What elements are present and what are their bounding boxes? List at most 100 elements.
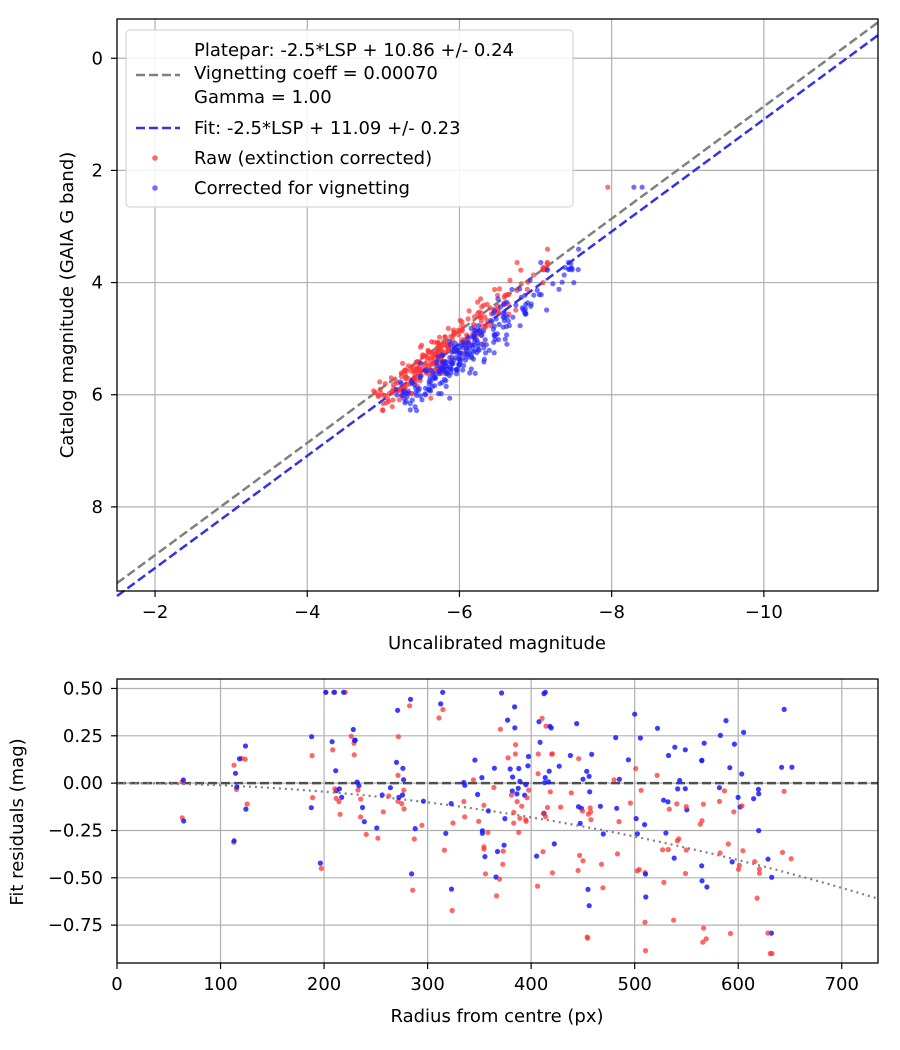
raw-point bbox=[425, 354, 431, 361]
raw-point bbox=[411, 367, 417, 373]
corrected-point bbox=[475, 322, 481, 329]
raw-point bbox=[442, 334, 448, 340]
top-y-tick-label: 8 bbox=[92, 497, 103, 518]
residual-corrected-point bbox=[741, 729, 747, 736]
residual-raw-point bbox=[665, 846, 671, 853]
corrected-point bbox=[550, 281, 556, 287]
residual-corrected-point bbox=[396, 794, 402, 801]
raw-point bbox=[445, 347, 451, 353]
residual-corrected-point bbox=[717, 732, 724, 739]
residual-raw-point bbox=[505, 755, 511, 761]
raw-point bbox=[540, 280, 546, 286]
corrected-point bbox=[417, 393, 424, 399]
bottom-x-tick-label: 700 bbox=[825, 974, 859, 995]
corrected-point bbox=[452, 344, 458, 350]
residual-corrected-point bbox=[448, 801, 454, 807]
raw-point bbox=[375, 392, 381, 398]
raw-point bbox=[389, 404, 395, 410]
residual-corrected-point bbox=[448, 886, 455, 892]
residual-corrected-point bbox=[438, 701, 444, 707]
raw-point bbox=[496, 309, 502, 315]
raw-point bbox=[400, 360, 406, 366]
residual-raw-point bbox=[375, 835, 381, 841]
raw-point bbox=[390, 397, 396, 403]
residual-raw-point bbox=[481, 846, 487, 852]
corrected-point bbox=[412, 404, 418, 410]
corrected-point bbox=[575, 267, 581, 273]
residual-corrected-point bbox=[537, 739, 543, 745]
residual-corrected-point bbox=[181, 818, 187, 824]
residual-corrected-point bbox=[589, 751, 595, 757]
residual-corrected-point bbox=[632, 711, 638, 717]
residual-raw-point bbox=[756, 866, 763, 872]
raw-point bbox=[544, 261, 550, 267]
residual-corrected-point bbox=[756, 828, 762, 834]
residual-corrected-point bbox=[482, 854, 488, 860]
residual-corrected-point bbox=[180, 777, 186, 783]
residual-raw-point bbox=[386, 793, 392, 799]
residual-raw-point bbox=[481, 802, 487, 808]
residual-raw-point bbox=[697, 821, 703, 827]
bottom-x-tick-label: 100 bbox=[203, 974, 237, 995]
raw-point bbox=[513, 307, 519, 313]
raw-point bbox=[402, 371, 408, 378]
residual-raw-point bbox=[600, 885, 606, 891]
corrected-point bbox=[409, 378, 415, 384]
residual-corrected-point bbox=[509, 774, 516, 780]
residual-corrected-point bbox=[675, 786, 681, 792]
corrected-point bbox=[504, 332, 510, 338]
residual-raw-point bbox=[633, 766, 639, 772]
residual-corrected-point bbox=[336, 786, 342, 792]
bottom-y-axis-label: Fit residuals (mag) bbox=[7, 738, 28, 905]
residual-raw-point bbox=[310, 795, 316, 801]
residual-raw-point bbox=[511, 820, 517, 826]
corrected-point bbox=[474, 337, 480, 343]
raw-point bbox=[389, 389, 395, 395]
residual-corrected-point bbox=[586, 773, 592, 779]
residual-raw-point bbox=[577, 852, 583, 859]
raw-point bbox=[382, 381, 388, 387]
residual-corrected-point bbox=[739, 771, 745, 777]
corrected-point bbox=[502, 336, 508, 342]
corrected-point bbox=[471, 342, 477, 348]
residual-corrected-point bbox=[701, 740, 707, 746]
raw-point bbox=[436, 334, 443, 340]
corrected-point bbox=[523, 301, 529, 308]
residual-corrected-point bbox=[308, 805, 314, 811]
corrected-point bbox=[460, 355, 466, 361]
raw-point bbox=[405, 375, 411, 381]
residual-raw-point bbox=[482, 871, 489, 877]
raw-point bbox=[479, 310, 485, 316]
residual-corrected-point bbox=[735, 794, 741, 801]
raw-point bbox=[466, 308, 472, 314]
raw-point bbox=[459, 322, 466, 329]
residual-raw-point bbox=[348, 733, 354, 739]
residual-raw-point bbox=[500, 848, 506, 854]
residual-raw-point bbox=[514, 799, 520, 805]
residual-corrected-point bbox=[541, 691, 547, 697]
corrected-point bbox=[437, 381, 443, 387]
corrected-point bbox=[476, 347, 482, 353]
residual-corrected-point bbox=[361, 819, 367, 825]
raw-point bbox=[435, 350, 441, 356]
residual-corrected-point bbox=[412, 826, 418, 832]
residual-corrected-point bbox=[462, 782, 468, 788]
residual-corrected-point bbox=[517, 778, 523, 785]
raw-point bbox=[377, 386, 383, 392]
corrected-point bbox=[500, 314, 506, 320]
residual-raw-point bbox=[540, 810, 547, 817]
residual-raw-point bbox=[523, 818, 529, 824]
residual-corrected-point bbox=[616, 776, 623, 782]
legend-platepar-label-3: Gamma = 1.00 bbox=[194, 87, 332, 108]
legend-corrected-marker bbox=[152, 185, 158, 191]
residual-corrected-point bbox=[511, 704, 518, 710]
residual-corrected-point bbox=[525, 753, 532, 760]
residual-corrected-point bbox=[501, 842, 507, 848]
corrected-point bbox=[419, 397, 425, 403]
corrected-point bbox=[495, 296, 501, 302]
residual-raw-point bbox=[440, 706, 446, 713]
corrected-point bbox=[456, 361, 462, 367]
corrected-point bbox=[491, 350, 497, 356]
residual-corrected-point bbox=[407, 696, 414, 702]
